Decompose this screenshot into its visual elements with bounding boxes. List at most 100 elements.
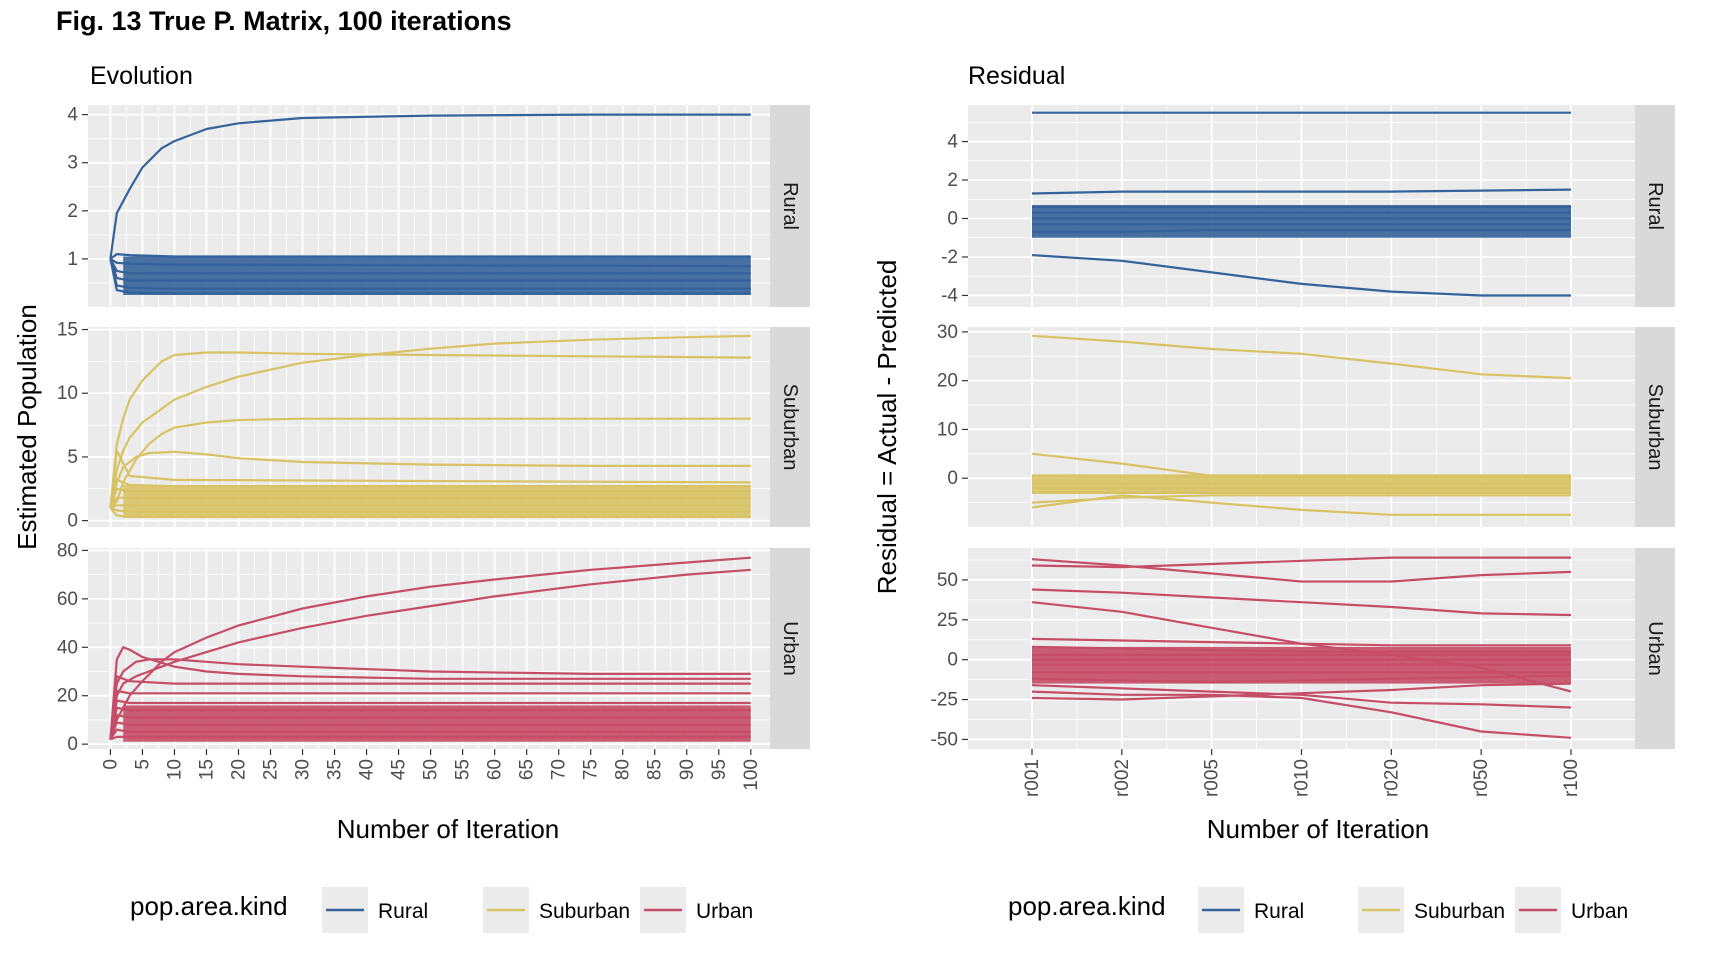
facet-strip xyxy=(1635,105,1675,307)
x-tick-label: 70 xyxy=(549,759,570,780)
y-tick-label: 3 xyxy=(67,153,78,174)
y-tick-label: 0 xyxy=(947,468,958,489)
x-tick-label: 60 xyxy=(485,759,506,780)
facet-strip-label: Urban xyxy=(779,621,801,675)
y-tick-label: 80 xyxy=(57,540,78,561)
facet-strip xyxy=(770,548,810,749)
y-tick-label: -50 xyxy=(931,729,958,750)
facet-strip xyxy=(770,105,810,307)
x-tick-label: r100 xyxy=(1561,759,1582,797)
legend-title: pop.area.kind xyxy=(1008,891,1166,921)
y-tick-label: 25 xyxy=(937,610,958,631)
legend-label: Urban xyxy=(696,900,753,923)
series-line-urban xyxy=(109,658,751,740)
legend-title: pop.area.kind xyxy=(130,891,288,921)
chart-0: Evolution Estimated Population Number of I… xyxy=(12,62,810,933)
x-tick-label: 20 xyxy=(228,759,249,780)
figure-title: Fig. 13 True P. Matrix, 100 iterations xyxy=(56,6,512,36)
series-band-rural xyxy=(1032,205,1571,238)
y-tick-label: 50 xyxy=(937,570,958,591)
x-tick-label: 95 xyxy=(709,759,730,780)
series-line-rural xyxy=(1031,254,1571,297)
series-line-urban xyxy=(1031,588,1572,617)
x-tick-label: r001 xyxy=(1022,759,1043,797)
x-tick-label: r002 xyxy=(1112,759,1133,797)
facet-suburban: 0 10 20 30 Suburban xyxy=(937,322,1675,527)
series-line-urban xyxy=(1031,637,1571,647)
y-tick-label: 60 xyxy=(57,589,78,610)
series-band-suburban xyxy=(1032,474,1571,493)
y-tick-label: -25 xyxy=(931,690,958,711)
panel-title: Residual xyxy=(968,62,1065,90)
x-tick-label: 45 xyxy=(389,759,410,780)
x-tick-label: 85 xyxy=(645,759,666,780)
x-tick-label: r010 xyxy=(1292,759,1313,797)
y-axis-label: Residual = Actual - Predicted xyxy=(872,260,902,595)
y-tick-label: 2 xyxy=(947,170,958,191)
facet-strip-label: Rural xyxy=(1644,182,1666,230)
y-tick-label: -2 xyxy=(941,247,958,268)
x-tick-label: 25 xyxy=(261,759,282,780)
y-tick-label: 4 xyxy=(67,105,78,126)
x-tick-label: 75 xyxy=(581,759,602,780)
y-tick-label: 5 xyxy=(67,447,78,468)
y-tick-label: 20 xyxy=(937,371,958,392)
series-line-rural xyxy=(109,113,751,260)
y-tick-label: 40 xyxy=(57,637,78,658)
legend-label: Rural xyxy=(1254,900,1304,923)
y-tick-label: 0 xyxy=(947,650,958,671)
x-tick-label: 0 xyxy=(100,759,121,770)
series-line-urban xyxy=(109,675,751,740)
facet-urban: -50 -25 0 25 50 Urban xyxy=(931,548,1675,750)
x-tick-label: 65 xyxy=(517,759,538,780)
series-line-urban xyxy=(1031,558,1572,583)
x-axis-label: Number of Iteration xyxy=(337,814,560,844)
series-line-urban xyxy=(1031,690,1572,739)
series-line-suburban xyxy=(1031,494,1571,504)
x-tick-label: 40 xyxy=(357,759,378,780)
y-tick-label: 10 xyxy=(937,419,958,440)
x-tick-label: 30 xyxy=(293,759,314,780)
series-band-urban xyxy=(123,705,751,742)
series-line-suburban xyxy=(109,449,751,509)
facet-rural: -4 -2 0 2 4 Rural xyxy=(941,105,1675,307)
y-tick-label: 0 xyxy=(67,734,78,755)
series-line-suburban xyxy=(1031,494,1571,516)
y-tick-label: -4 xyxy=(941,285,958,306)
x-tick-label: 15 xyxy=(196,759,217,780)
facet-strip xyxy=(770,327,810,527)
y-tick-label: 0 xyxy=(67,511,78,532)
series-line-urban xyxy=(1031,556,1571,569)
x-tick-label: 80 xyxy=(613,759,634,780)
x-tick-label: 55 xyxy=(453,759,474,780)
x-tick-label: 50 xyxy=(421,759,442,780)
y-tick-label: 4 xyxy=(947,132,958,153)
x-tick-label: 90 xyxy=(677,759,698,780)
x-tick-label: 10 xyxy=(164,759,185,780)
y-axis-label: Estimated Population xyxy=(12,304,42,550)
x-axis-label: Number of Iteration xyxy=(1207,814,1430,844)
x-tick-label: r050 xyxy=(1471,759,1492,797)
series-band-rural xyxy=(123,256,751,295)
y-tick-label: 20 xyxy=(57,686,78,707)
facet-strip-label: Suburban xyxy=(1644,384,1666,471)
y-tick-label: 2 xyxy=(67,201,78,222)
series-line-urban xyxy=(1031,684,1572,709)
series-line-rural xyxy=(1031,188,1572,195)
panel-title: Evolution xyxy=(90,62,193,90)
series-line-suburban xyxy=(109,450,751,509)
x-tick-label: r020 xyxy=(1381,759,1402,797)
facet-strip xyxy=(1635,327,1675,527)
legend-label: Suburban xyxy=(539,900,630,923)
x-tick-label: 5 xyxy=(132,759,153,770)
series-line-urban xyxy=(1031,682,1572,701)
facet-strip-label: Urban xyxy=(1644,621,1666,675)
facet-rural: 1 2 3 4 Rural xyxy=(67,105,810,307)
y-tick-label: 1 xyxy=(67,249,78,270)
legend-label: Rural xyxy=(378,900,428,923)
facet-strip-label: Rural xyxy=(779,182,801,230)
series-band-urban xyxy=(1032,646,1571,684)
series-line-suburban xyxy=(109,351,751,509)
facet-urban: 0 20 40 60 80 Urban xyxy=(57,540,810,755)
